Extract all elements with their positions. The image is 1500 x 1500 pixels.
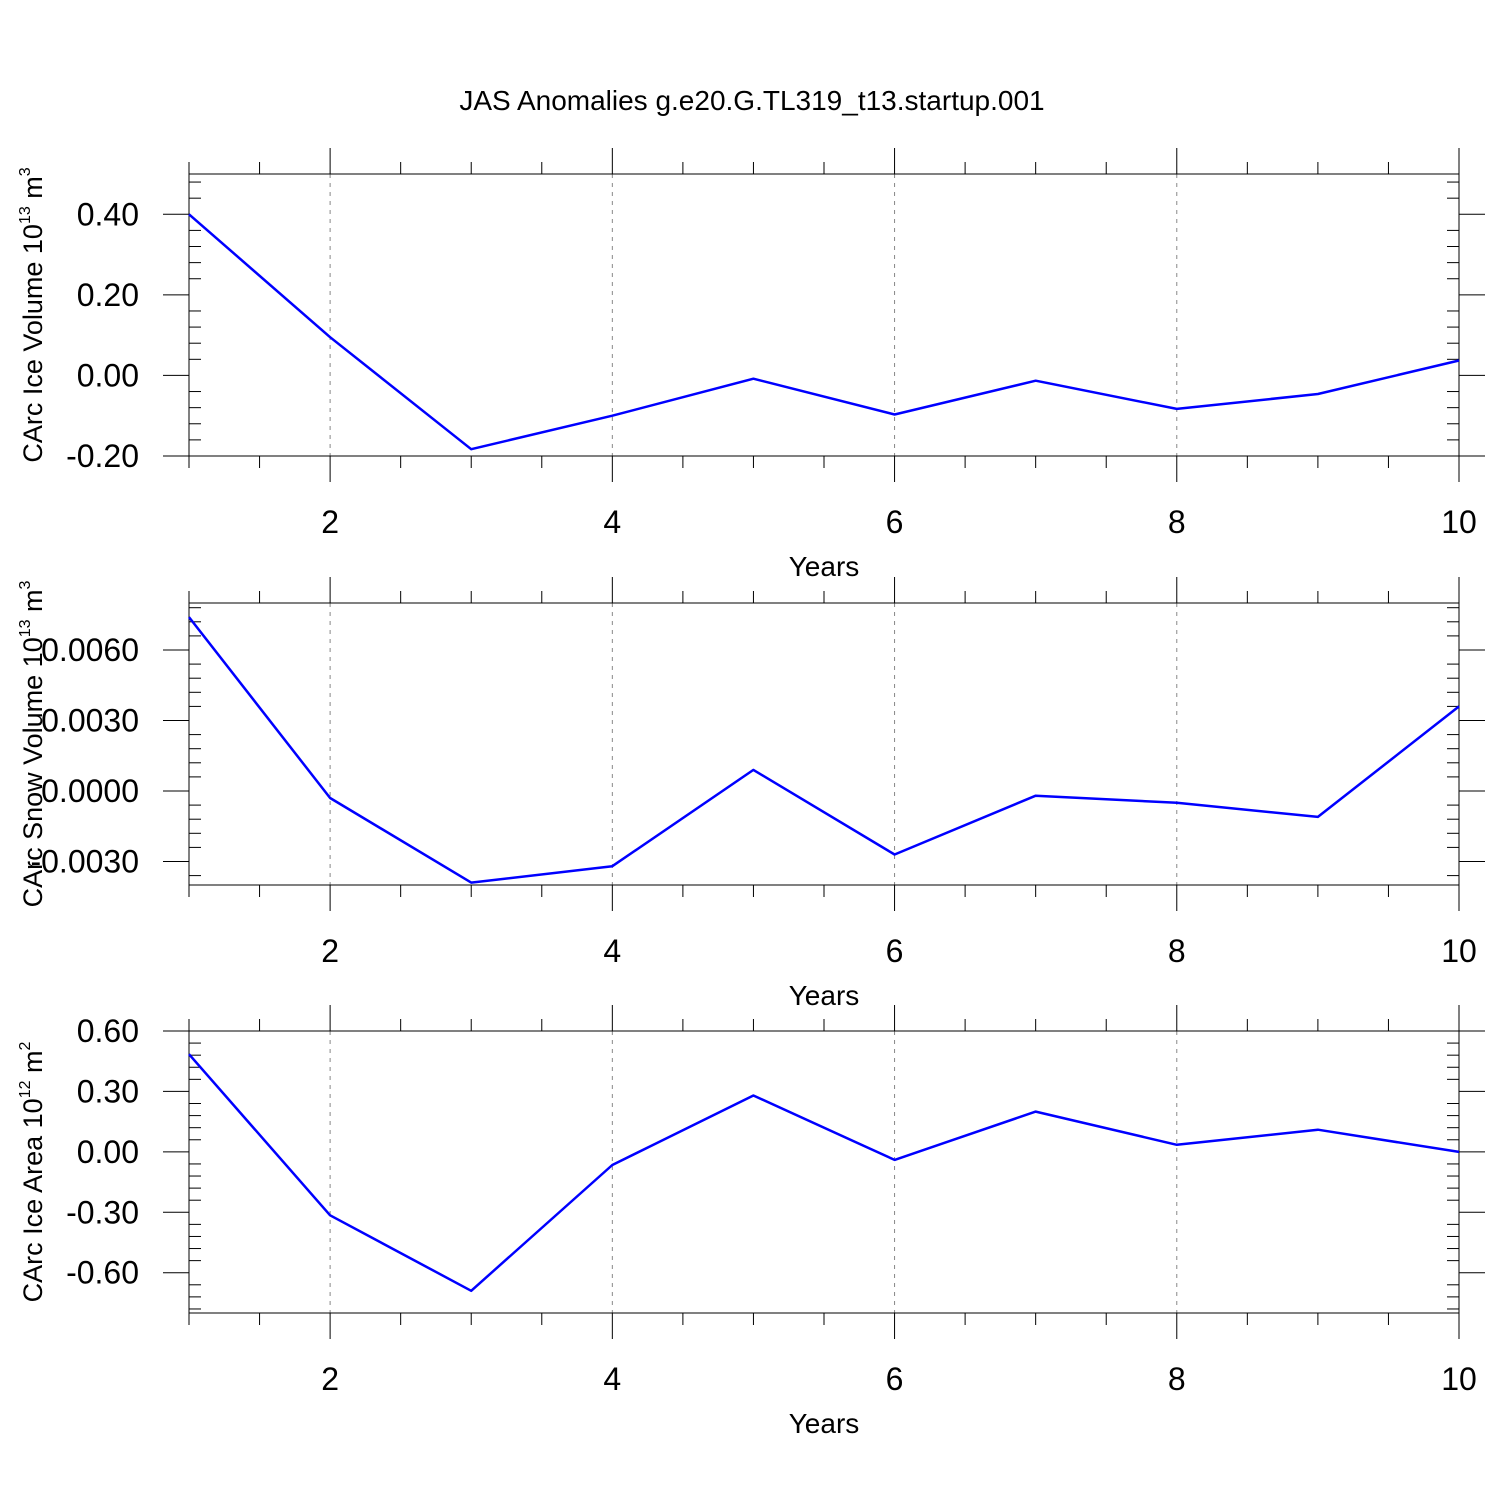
x-axis-title: Years [789, 551, 860, 582]
series-line [188, 1053, 1460, 1293]
y-tick-label: 0.20 [77, 277, 139, 313]
y-tick-label: -0.0030 [30, 844, 139, 880]
x-tick-label: 4 [603, 504, 621, 540]
y-tick-label: 0.00 [77, 1134, 139, 1170]
y-tick-label: 0.0000 [41, 773, 139, 809]
x-tick-label: 10 [1441, 504, 1477, 540]
x-tick-label: 4 [603, 933, 621, 969]
y-axis-title: CArc Ice Volume 1013 m3 [17, 167, 48, 462]
x-tick-label: 6 [886, 504, 904, 540]
y-tick-label: -0.30 [66, 1194, 139, 1230]
x-tick-label: 6 [886, 933, 904, 969]
chart-panel-2: -0.0030 0.0000 0.0030 0.0060 2 4 6 8 10 Years CArc… [17, 577, 1485, 1011]
y-axis-title: CArc Ice Area 1012 m2 [17, 1042, 48, 1303]
y-tick-label: 0.30 [77, 1073, 139, 1109]
y-tick-label: 0.0030 [41, 703, 139, 739]
x-tick-label: 8 [1168, 933, 1186, 969]
x-tick-label: 8 [1168, 1361, 1186, 1397]
plot-frame [188, 602, 1460, 886]
y-tick-label: 0.0060 [41, 632, 139, 668]
x-tick-label: 2 [321, 504, 339, 540]
x-tick-label: 8 [1168, 504, 1186, 540]
series-line [188, 616, 1460, 884]
chart-panel-1: -0.20 0.00 0.20 0.40 2 4 6 8 10 Years CArc Ice Vol… [17, 148, 1485, 582]
y-tick-label: -0.20 [66, 438, 139, 474]
x-axis-title: Years [789, 980, 860, 1011]
series-line [188, 213, 1460, 451]
x-tick-label: 6 [886, 1361, 904, 1397]
plot-frame [188, 1030, 1460, 1314]
chart-title: JAS Anomalies g.e20.G.TL319_t13.startup.… [459, 85, 1044, 116]
y-tick-label: 0.40 [77, 196, 139, 232]
x-tick-label: 4 [603, 1361, 621, 1397]
y-axis-title: CArc Snow Volume 1013 m3 [17, 580, 48, 907]
x-tick-label: 10 [1441, 1361, 1477, 1397]
y-tick-label: -0.60 [66, 1255, 139, 1291]
x-tick-label: 2 [321, 933, 339, 969]
x-tick-label: 2 [321, 1361, 339, 1397]
x-axis-title: Years [789, 1408, 860, 1439]
y-tick-label: 0.60 [77, 1013, 139, 1049]
x-tick-label: 10 [1441, 933, 1477, 969]
y-tick-label: 0.00 [77, 357, 139, 393]
plot-frame [188, 173, 1460, 457]
chart-panel-3: -0.60 -0.30 0.00 0.30 0.60 2 4 6 8 10 Years CArc Ic… [17, 1005, 1485, 1439]
